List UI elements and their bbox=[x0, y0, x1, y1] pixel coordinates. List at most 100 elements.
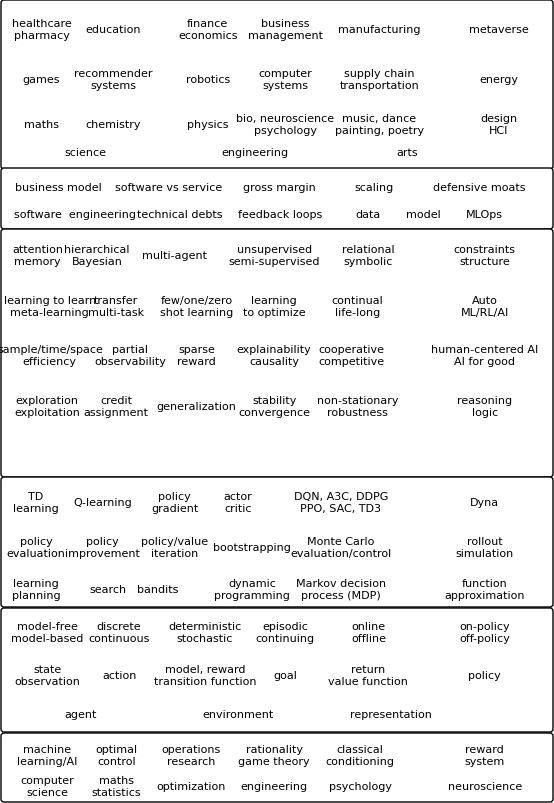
Text: cooperative
competitive: cooperative competitive bbox=[319, 344, 385, 367]
Text: engineering: engineering bbox=[240, 781, 308, 791]
Text: policy: policy bbox=[468, 671, 501, 680]
Text: return
value function: return value function bbox=[329, 664, 408, 687]
Text: on-policy
off-policy: on-policy off-policy bbox=[459, 621, 510, 643]
Text: bootstrapping: bootstrapping bbox=[213, 542, 291, 552]
Text: actor
critic: actor critic bbox=[224, 491, 253, 514]
Text: data: data bbox=[356, 210, 381, 220]
Text: goal: goal bbox=[273, 671, 297, 680]
Text: few/one/zero
shot learning: few/one/zero shot learning bbox=[160, 296, 233, 318]
Text: Markov decision
process (MDP): Markov decision process (MDP) bbox=[296, 578, 386, 601]
Text: model: model bbox=[407, 210, 441, 220]
Text: learning
planning: learning planning bbox=[12, 578, 60, 601]
Text: optimal
control: optimal control bbox=[95, 744, 137, 766]
Text: function
approximation: function approximation bbox=[444, 578, 525, 601]
FancyBboxPatch shape bbox=[1, 169, 553, 230]
Text: reward
system: reward system bbox=[465, 744, 505, 766]
Text: energy: energy bbox=[479, 75, 518, 85]
Text: software  engineering: software engineering bbox=[14, 210, 136, 220]
Text: search: search bbox=[89, 585, 127, 594]
Text: technical debts: technical debts bbox=[137, 210, 223, 220]
Text: finance
economics: finance economics bbox=[178, 18, 238, 41]
Text: generalization: generalization bbox=[157, 402, 237, 411]
Text: education: education bbox=[86, 25, 141, 35]
Text: online
offline: online offline bbox=[351, 621, 386, 643]
Text: music, dance
painting, poetry: music, dance painting, poetry bbox=[335, 114, 424, 136]
Text: agent: agent bbox=[64, 709, 96, 719]
Text: gross margin: gross margin bbox=[243, 183, 316, 193]
Text: computer
science: computer science bbox=[20, 775, 74, 797]
FancyBboxPatch shape bbox=[1, 230, 553, 478]
Text: psychology: psychology bbox=[329, 781, 392, 791]
Text: Q-learning: Q-learning bbox=[73, 497, 132, 507]
Text: Monte Carlo
evaluation/control: Monte Carlo evaluation/control bbox=[290, 536, 391, 559]
Text: policy/value
iteration: policy/value iteration bbox=[141, 536, 208, 559]
Text: supply chain
transportation: supply chain transportation bbox=[340, 69, 419, 91]
Text: defensive moats: defensive moats bbox=[433, 183, 525, 193]
Text: transfer
multi-task: transfer multi-task bbox=[88, 296, 145, 318]
Text: scaling: scaling bbox=[355, 183, 393, 193]
Text: relational
symbolic: relational symbolic bbox=[342, 244, 394, 267]
Text: learning
to optimize: learning to optimize bbox=[243, 296, 306, 318]
Text: bandits: bandits bbox=[137, 585, 178, 594]
Text: credit
assignment: credit assignment bbox=[84, 395, 149, 418]
Text: discrete
continuous: discrete continuous bbox=[89, 621, 150, 643]
Text: constraints
structure: constraints structure bbox=[454, 244, 516, 267]
Text: MLOps: MLOps bbox=[466, 210, 503, 220]
Text: partial
observability: partial observability bbox=[94, 344, 166, 367]
Text: Dyna: Dyna bbox=[470, 497, 499, 507]
Text: neuroscience: neuroscience bbox=[448, 781, 522, 791]
Text: sparse
reward: sparse reward bbox=[177, 344, 216, 367]
Text: maths
statistics: maths statistics bbox=[91, 775, 141, 797]
Text: learning to learn
meta-learning: learning to learn meta-learning bbox=[4, 296, 96, 318]
Text: TD
learning: TD learning bbox=[13, 491, 59, 514]
Text: games: games bbox=[23, 75, 60, 85]
Text: engineering: engineering bbox=[221, 148, 289, 158]
Text: episodic
continuing: episodic continuing bbox=[256, 621, 315, 643]
Text: optimization: optimization bbox=[156, 781, 226, 791]
Text: model-free
model-based: model-free model-based bbox=[11, 621, 83, 643]
Text: multi-agent: multi-agent bbox=[142, 251, 207, 261]
Text: action: action bbox=[102, 671, 136, 680]
Text: policy
improvement: policy improvement bbox=[65, 536, 140, 559]
Text: metaverse: metaverse bbox=[469, 25, 529, 35]
Text: continual
life-long: continual life-long bbox=[331, 296, 383, 318]
Text: classical
conditioning: classical conditioning bbox=[326, 744, 394, 766]
Text: dynamic
programming: dynamic programming bbox=[214, 578, 290, 601]
Text: rationality
game theory: rationality game theory bbox=[238, 744, 310, 766]
Text: recommender
systems: recommender systems bbox=[74, 69, 153, 91]
Text: deterministic
stochastic: deterministic stochastic bbox=[168, 621, 242, 643]
Text: stability
convergence: stability convergence bbox=[238, 395, 310, 418]
Text: attention
memory: attention memory bbox=[12, 244, 63, 267]
Text: design
HCI: design HCI bbox=[480, 114, 517, 136]
Text: feedback loops: feedback loops bbox=[238, 210, 322, 220]
Text: maths: maths bbox=[24, 120, 59, 130]
Text: DQN, A3C, DDPG
PPO, SAC, TD3: DQN, A3C, DDPG PPO, SAC, TD3 bbox=[294, 491, 388, 514]
Text: business
management: business management bbox=[248, 18, 323, 41]
Text: policy
evaluation: policy evaluation bbox=[7, 536, 65, 559]
Text: computer
systems: computer systems bbox=[258, 69, 312, 91]
Text: model, reward
transition function: model, reward transition function bbox=[153, 664, 257, 687]
Text: manufacturing: manufacturing bbox=[338, 25, 420, 35]
Text: sample/time/space
efficiency: sample/time/space efficiency bbox=[0, 344, 103, 367]
FancyBboxPatch shape bbox=[1, 478, 553, 607]
Text: reasoning
logic: reasoning logic bbox=[457, 395, 512, 418]
Text: software vs service: software vs service bbox=[115, 183, 223, 193]
Text: robotics: robotics bbox=[186, 75, 230, 85]
Text: healthcare
pharmacy: healthcare pharmacy bbox=[12, 18, 71, 41]
FancyBboxPatch shape bbox=[1, 608, 553, 732]
FancyBboxPatch shape bbox=[1, 733, 553, 802]
Text: representation: representation bbox=[350, 709, 432, 719]
Text: physics: physics bbox=[187, 120, 228, 130]
Text: chemistry: chemistry bbox=[86, 120, 141, 130]
Text: bio, neuroscience
psychology: bio, neuroscience psychology bbox=[236, 114, 335, 136]
Text: policy
gradient: policy gradient bbox=[151, 491, 198, 514]
Text: exploration
exploitation: exploration exploitation bbox=[14, 395, 80, 418]
Text: hierarchical
Bayesian: hierarchical Bayesian bbox=[64, 244, 130, 267]
Text: non-stationary
robustness: non-stationary robustness bbox=[316, 395, 398, 418]
Text: human-centered AI
AI for good: human-centered AI AI for good bbox=[431, 344, 538, 367]
Text: machine
learning/AI: machine learning/AI bbox=[17, 744, 77, 766]
Text: operations
research: operations research bbox=[162, 744, 220, 766]
Text: arts: arts bbox=[396, 148, 418, 158]
Text: rollout
simulation: rollout simulation bbox=[455, 536, 514, 559]
Text: explainability
causality: explainability causality bbox=[237, 344, 311, 367]
